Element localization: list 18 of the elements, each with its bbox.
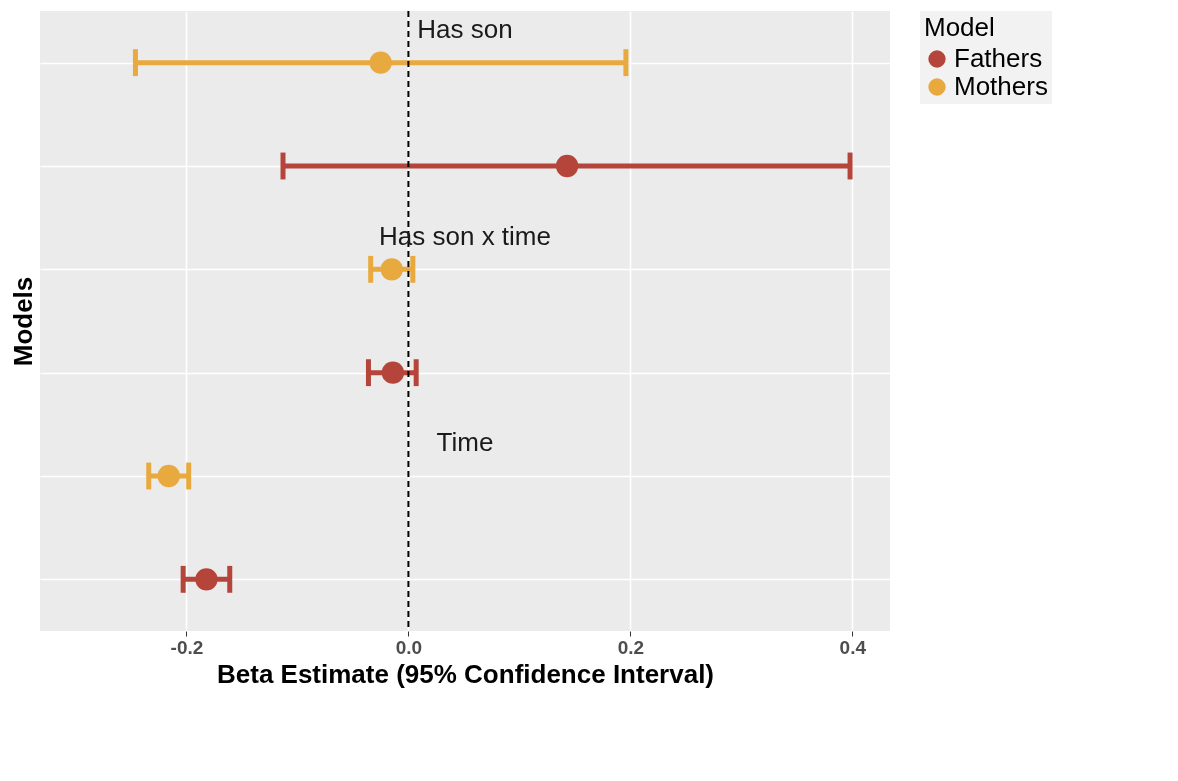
annotation: Has son [417, 14, 513, 44]
point [555, 154, 579, 178]
y-axis-title: Models [7, 276, 38, 367]
annotation: Time [436, 427, 494, 458]
point [369, 51, 392, 74]
point [157, 464, 180, 488]
x-tick-label: 0.2 [617, 636, 645, 658]
annotation: Has son x time [379, 220, 551, 251]
legend-title: Model [924, 12, 995, 42]
point [381, 361, 405, 384]
x-tick-label: -0.2 [170, 636, 204, 658]
x-axis-title: Beta Estimate (95% Confidence Interval) [216, 658, 715, 689]
legend-label: Mothers [954, 71, 1048, 101]
x-tick-label: 0.0 [395, 636, 423, 658]
x-tick-label: 0.4 [839, 636, 867, 658]
point [380, 258, 403, 281]
point [195, 568, 218, 591]
legend-label: Fathers [954, 43, 1043, 73]
